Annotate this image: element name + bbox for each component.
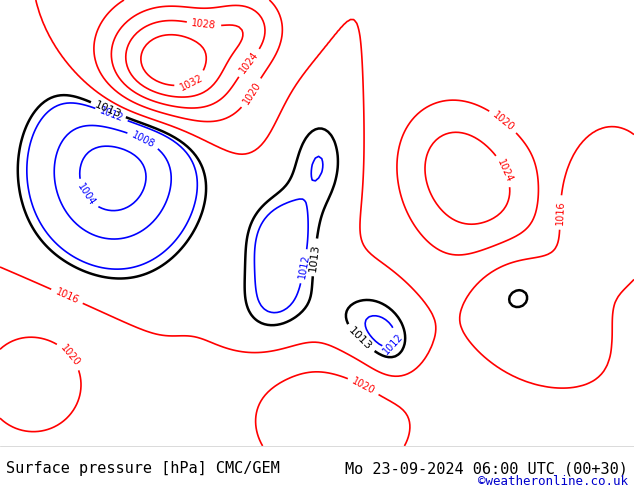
Text: 1020: 1020: [241, 80, 262, 106]
Text: 1013: 1013: [93, 100, 123, 120]
Text: 1020: 1020: [491, 109, 516, 133]
Text: 1013: 1013: [308, 243, 321, 272]
Text: Surface pressure [hPa] CMC/GEM: Surface pressure [hPa] CMC/GEM: [6, 462, 280, 476]
Text: 1024: 1024: [495, 157, 515, 184]
Text: 1020: 1020: [350, 376, 377, 396]
Text: 1016: 1016: [555, 200, 566, 225]
Text: 1016: 1016: [54, 287, 81, 306]
Text: 1012: 1012: [297, 253, 311, 279]
Text: 1024: 1024: [238, 50, 261, 75]
Text: 1020: 1020: [58, 343, 82, 368]
Text: 1012: 1012: [381, 332, 405, 357]
Text: 1012: 1012: [98, 105, 125, 123]
Text: ©weatheronline.co.uk: ©weatheronline.co.uk: [477, 475, 628, 488]
Text: Mo 23-09-2024 06:00 UTC (00+30): Mo 23-09-2024 06:00 UTC (00+30): [345, 462, 628, 476]
Text: 1008: 1008: [130, 129, 157, 149]
Text: 1032: 1032: [178, 73, 204, 92]
Text: 1028: 1028: [191, 19, 217, 31]
Text: 1013: 1013: [347, 325, 373, 352]
Text: 1004: 1004: [75, 182, 97, 208]
